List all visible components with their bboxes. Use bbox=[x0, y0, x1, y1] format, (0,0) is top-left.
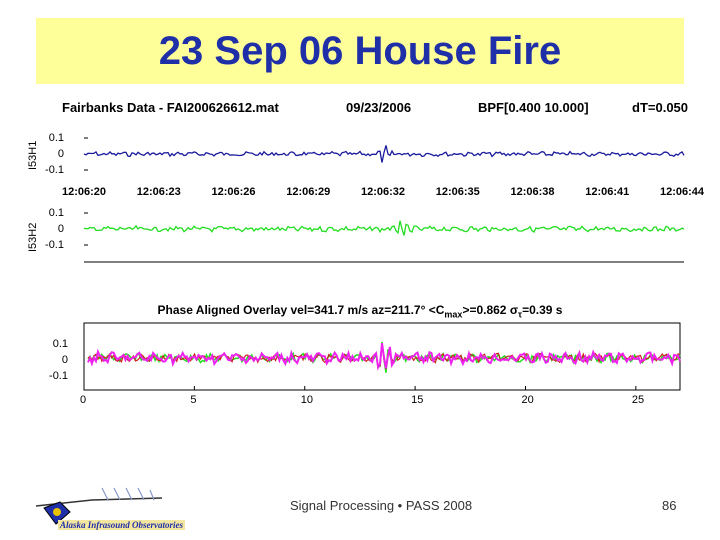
overlay-series-magenta bbox=[87, 343, 681, 371]
time-tick-label: 12:06:38 bbox=[510, 186, 555, 198]
figure-date: 09/23/2006 bbox=[346, 100, 412, 115]
panel2-waveform bbox=[83, 220, 685, 236]
overlay-x-tick-label: 20 bbox=[521, 394, 534, 406]
time-tick-label: 12:06:29 bbox=[286, 186, 331, 198]
panel1-ytick-bottom: -0.1 bbox=[45, 164, 64, 176]
logo-text: Alaska Infrasound Observatories bbox=[58, 520, 186, 530]
panel2-ytick-mid: 0 bbox=[57, 223, 64, 235]
time-tick-label: 12:06:41 bbox=[585, 186, 630, 198]
time-tick-label: 12:06:20 bbox=[62, 186, 107, 198]
panel3-ytick-mid: 0 bbox=[61, 354, 68, 366]
slide-title: 23 Sep 06 House Fire bbox=[158, 29, 562, 73]
overlay-x-tick-label: 25 bbox=[631, 394, 645, 406]
overlay-title-end: =0.39 s bbox=[522, 303, 563, 317]
overlay-axes-box bbox=[83, 322, 681, 391]
panel1-ytick-top: 0.1 bbox=[48, 132, 64, 144]
overlay-x-tick-label: 0 bbox=[80, 394, 87, 406]
panel3-ytick-bottom: -0.1 bbox=[49, 370, 68, 382]
overlay-title-mid: >=0.862 σ bbox=[462, 303, 519, 317]
overlay-title: Phase Aligned Overlay vel=341.7 m/s az=2… bbox=[0, 303, 720, 319]
overlay-title-main: Phase Aligned Overlay vel=341.7 m/s az=2… bbox=[157, 303, 445, 317]
observatory-logo bbox=[35, 487, 163, 525]
logo-feather-icon bbox=[35, 487, 163, 525]
panel1-waveform bbox=[83, 145, 685, 163]
overlay-x-tick-label: 10 bbox=[300, 394, 313, 406]
panel2-ytick-bottom: -0.1 bbox=[45, 239, 64, 251]
overlay-title-tau: τ bbox=[518, 309, 523, 320]
time-tick-label: 12:06:44 bbox=[660, 186, 705, 198]
overlay-title-sub: max bbox=[444, 309, 463, 320]
panel2-ytick-top: 0.1 bbox=[48, 207, 64, 219]
panel1-ytick-mid: 0 bbox=[57, 148, 64, 160]
time-tick-label: 12:06:32 bbox=[361, 186, 406, 198]
figure-source: Fairbanks Data - FAI200626612.mat bbox=[62, 100, 279, 115]
time-tick-label: 12:06:23 bbox=[136, 186, 181, 198]
page-number: 86 bbox=[662, 498, 677, 513]
footer-text: Signal Processing • PASS 2008 bbox=[290, 498, 473, 513]
figure-dt: dT=0.050 bbox=[632, 100, 689, 115]
overlay-x-tick-label: 5 bbox=[190, 394, 197, 406]
panel3-ytick-top: 0.1 bbox=[52, 338, 68, 350]
time-tick-label: 12:06:35 bbox=[435, 186, 480, 198]
figure-filter: BPF[0.400 10.000] bbox=[478, 100, 589, 115]
title-band: 23 Sep 06 House Fire bbox=[36, 18, 684, 84]
overlay-x-tick-label: 15 bbox=[411, 394, 424, 406]
time-tick-label: 12:06:26 bbox=[211, 186, 256, 198]
